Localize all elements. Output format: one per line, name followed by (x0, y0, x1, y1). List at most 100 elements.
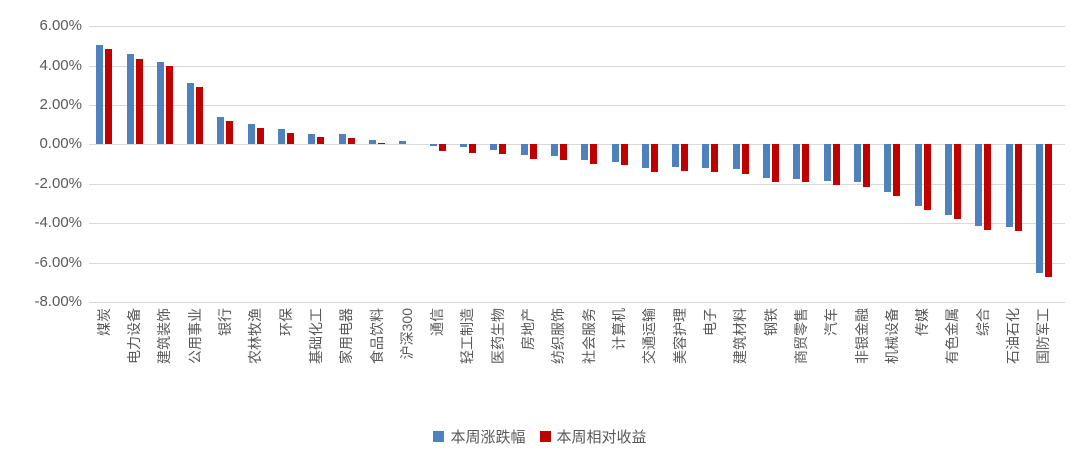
bar (187, 83, 195, 145)
bar (832, 144, 840, 186)
bar (863, 144, 870, 187)
bar (287, 132, 294, 145)
bar (884, 144, 892, 192)
legend: 本周涨跌幅 本周相对收益 (0, 426, 1080, 447)
bar (550, 144, 558, 157)
x-category-label: 电子 (701, 308, 718, 336)
bar (802, 144, 810, 183)
x-category-label: 交通运输 (641, 308, 658, 364)
x-category-label: 机械设备 (883, 308, 900, 364)
bar (399, 140, 407, 145)
y-tick-label: 4.00% (39, 56, 82, 74)
bar (711, 144, 719, 173)
bar (641, 144, 649, 168)
gridline (89, 26, 1065, 27)
bar (499, 144, 507, 155)
gridline (89, 104, 1065, 106)
bar (914, 144, 922, 207)
bar (1014, 144, 1022, 231)
y-tick-label: -6.00% (34, 253, 82, 271)
y-tick-label: 6.00% (39, 17, 82, 34)
x-category-label: 有色金属 (944, 308, 961, 364)
bar (772, 144, 779, 182)
gridline (89, 223, 1065, 225)
bar (1044, 144, 1052, 278)
bar (217, 116, 225, 145)
bar (893, 144, 901, 197)
x-category-label: 房地产 (520, 308, 536, 350)
x-category-label: 电力设备 (126, 308, 142, 364)
bar (247, 124, 255, 145)
bar (378, 143, 385, 145)
gridline (89, 183, 1065, 185)
x-category-label: 基础化工 (307, 308, 324, 364)
x-category-label: 综合 (974, 308, 991, 336)
y-tick-label: -4.00% (34, 214, 82, 232)
x-category-label: 国防军工 (1035, 308, 1052, 364)
bar (256, 127, 264, 145)
bar (196, 87, 204, 145)
y-tick-label: -2.00% (34, 174, 82, 192)
bar (317, 137, 325, 145)
x-category-label: 汽车 (823, 308, 840, 336)
x-category-label: 家用电器 (338, 308, 355, 364)
x-category-label: 社会服务 (580, 308, 597, 364)
gridline (89, 262, 1065, 264)
x-category-label: 非银金融 (853, 308, 870, 364)
bar (559, 144, 567, 161)
bar (438, 144, 446, 151)
gridline (89, 65, 1065, 67)
bar (126, 54, 134, 145)
bar (165, 66, 173, 145)
bar (156, 61, 164, 145)
bar (620, 144, 628, 166)
bar (854, 144, 861, 183)
bar (347, 138, 355, 145)
x-category-label: 建筑材料 (732, 308, 749, 364)
x-category-label: 纺织服饰 (550, 308, 567, 364)
bar (429, 144, 437, 147)
x-category-label: 石油石化 (1005, 308, 1021, 364)
x-category-label: 环保 (277, 308, 294, 336)
x-category-label: 通信 (429, 308, 446, 336)
legend-swatch-red (539, 431, 551, 442)
bar (923, 144, 931, 211)
x-category-label: 计算机 (611, 308, 627, 350)
bar (984, 144, 992, 231)
bar (650, 144, 658, 172)
bar (520, 144, 528, 156)
x-category-label: 医药生物 (489, 308, 506, 364)
legend-label-weekly-change: 本周涨跌幅 (450, 429, 526, 446)
bar (741, 144, 749, 174)
bar (672, 144, 680, 168)
bar (529, 144, 537, 160)
bar (226, 120, 234, 145)
x-category-label: 商贸零售 (792, 308, 809, 364)
bar (96, 44, 104, 145)
legend-item-relative-return: 本周相对收益 (539, 426, 647, 447)
bar (278, 128, 285, 145)
x-category-label: 传媒 (914, 308, 931, 336)
x-category-label: 公用事业 (186, 308, 203, 364)
bar (135, 58, 143, 145)
bar (1005, 144, 1013, 228)
bar (1035, 144, 1043, 273)
x-category-label: 轻工制造 (459, 308, 476, 364)
x-category-label: 美容护理 (671, 308, 688, 364)
bar (338, 134, 346, 145)
bar (823, 144, 831, 182)
bar (793, 144, 801, 179)
x-category-label: 银行 (216, 308, 233, 336)
y-tick-label: 0.00% (39, 135, 82, 153)
bar (975, 144, 983, 227)
bar (590, 144, 598, 164)
bar (369, 139, 376, 145)
bar (611, 144, 619, 162)
bar (702, 144, 710, 168)
legend-item-weekly-change: 本周涨跌幅 (433, 426, 526, 447)
bar (763, 144, 770, 178)
y-tick-label: -8.00% (34, 293, 82, 310)
x-category-label: 沪深300 (398, 308, 415, 360)
x-category-label: 农林牧渔 (247, 308, 264, 364)
